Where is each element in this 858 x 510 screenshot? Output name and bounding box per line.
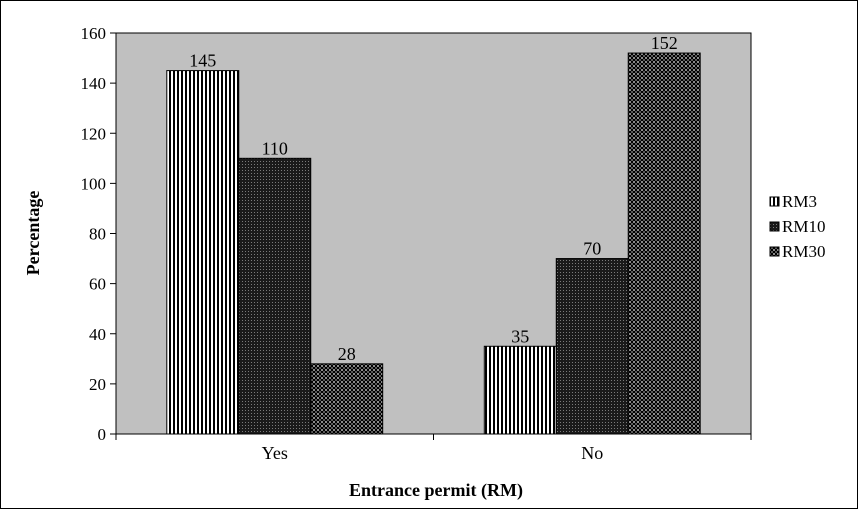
y-tick-label: 160 bbox=[81, 24, 107, 43]
bar-rm3-yes bbox=[166, 70, 240, 435]
y-axis-title: Percentage bbox=[23, 191, 43, 276]
bar-rm10-yes bbox=[238, 157, 312, 435]
bar-rm10-no bbox=[555, 258, 629, 435]
legend-swatch bbox=[769, 246, 780, 257]
x-tick-label: No bbox=[581, 443, 603, 463]
y-tick-label: 120 bbox=[81, 124, 107, 143]
y-tick-label: 40 bbox=[89, 325, 106, 344]
legend: RM3 RM10 RM30 bbox=[769, 192, 825, 261]
legend-swatch bbox=[769, 196, 780, 207]
y-tick-label: 0 bbox=[98, 425, 107, 444]
y-axis: 0 20 40 60 80 100 120 140 160 bbox=[81, 24, 117, 444]
y-tick-label: 60 bbox=[89, 275, 106, 294]
data-label: 70 bbox=[583, 239, 601, 259]
y-tick-label: 20 bbox=[89, 375, 106, 394]
y-tick-label: 140 bbox=[81, 74, 107, 93]
bar-rm3-no bbox=[483, 345, 557, 435]
data-label: 110 bbox=[262, 138, 288, 158]
data-label: 145 bbox=[189, 51, 216, 71]
x-axis: Yes No bbox=[115, 433, 752, 463]
bars bbox=[166, 52, 701, 435]
x-axis-title: Entrance permit (RM) bbox=[349, 480, 523, 501]
data-labels: 145 35 110 70 28 152 bbox=[189, 33, 677, 364]
y-tick-label: 80 bbox=[89, 225, 106, 244]
legend-swatch bbox=[769, 221, 780, 232]
bar-rm30-yes bbox=[310, 363, 384, 435]
data-label: 152 bbox=[651, 33, 678, 53]
data-label: 35 bbox=[511, 326, 529, 346]
x-tick-label: Yes bbox=[262, 443, 288, 463]
legend-label: RM30 bbox=[782, 242, 825, 261]
legend-label: RM10 bbox=[782, 217, 825, 236]
bar-rm30-no bbox=[627, 52, 701, 435]
y-tick-label: 100 bbox=[81, 174, 107, 193]
legend-label: RM3 bbox=[782, 192, 817, 211]
data-label: 28 bbox=[338, 344, 356, 364]
